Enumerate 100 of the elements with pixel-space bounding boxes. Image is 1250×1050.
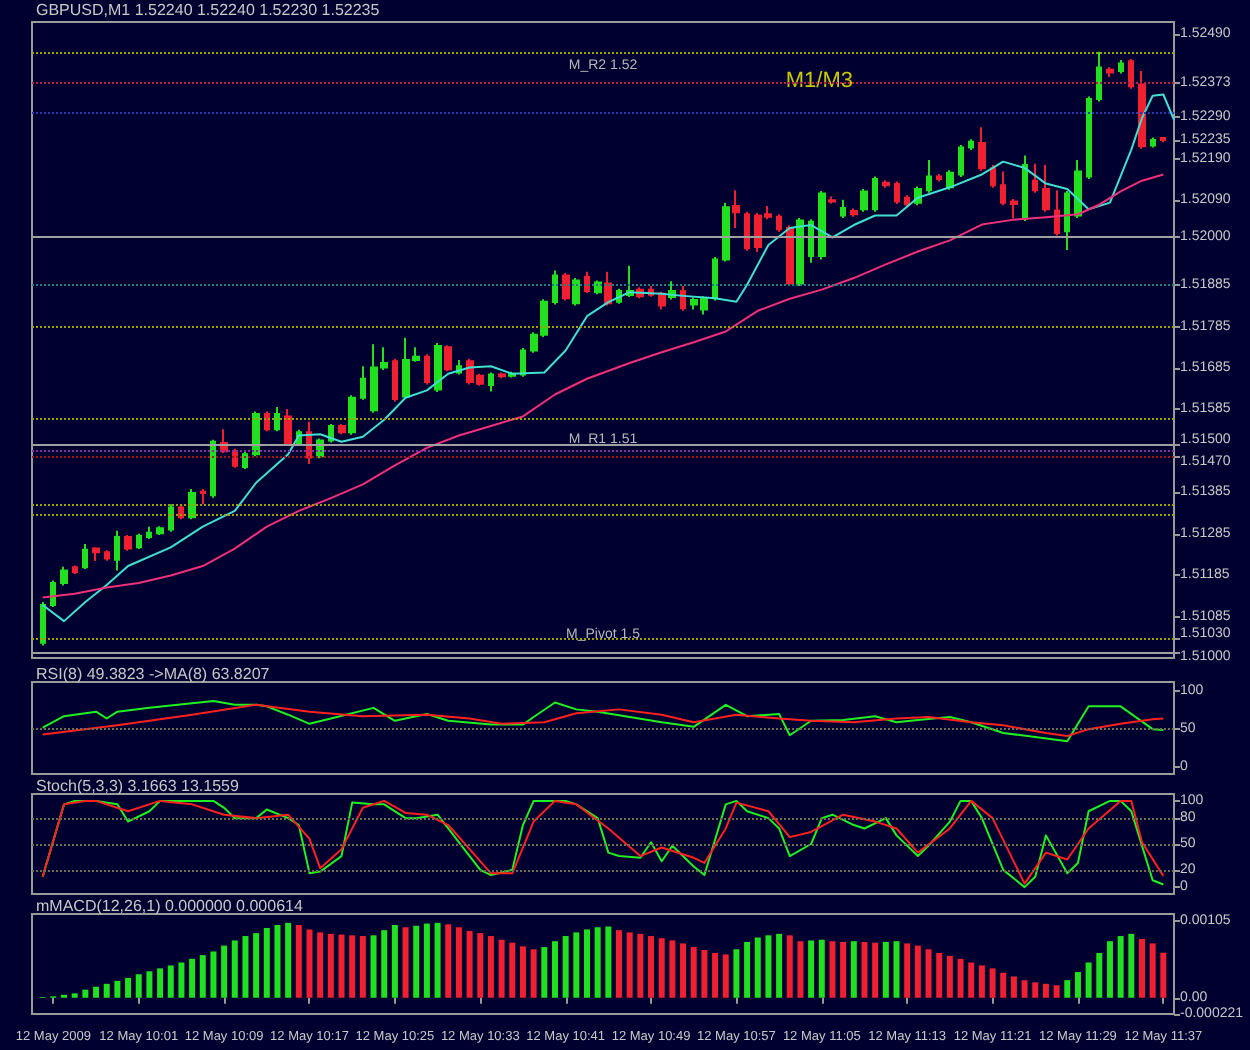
bar (573, 932, 580, 998)
candlestick (1054, 189, 1060, 237)
chart-title: GBPUSD,M1 1.52240 1.52240 1.52230 1.52235 (36, 1, 381, 19)
candlestick (488, 371, 494, 393)
bar (413, 925, 420, 998)
bar (1106, 941, 1113, 998)
candlestick (146, 525, 152, 541)
bar (1064, 980, 1071, 998)
bar (776, 933, 783, 998)
bar (1085, 962, 1092, 998)
candlestick (828, 195, 836, 205)
bar (242, 936, 249, 998)
chart-title: Stoch(5,3,3) 3.1663 13.1559 (36, 777, 240, 795)
candlestick (722, 201, 730, 263)
bar (840, 941, 847, 998)
candlestick (1032, 162, 1038, 194)
bar (754, 937, 761, 998)
bar (744, 941, 751, 998)
candlestick (1160, 137, 1166, 144)
bar (594, 927, 601, 998)
bar (797, 941, 804, 998)
candlestick (264, 410, 270, 433)
candlestick (1064, 190, 1070, 251)
bar (455, 927, 462, 998)
candlestick (40, 601, 46, 647)
bar (434, 922, 441, 998)
bar (712, 952, 719, 998)
candlestick (978, 126, 986, 172)
candlestick (1118, 59, 1124, 75)
chart-title: RSI(8) 49.3823 ->MA(8) 63.8207 (36, 665, 271, 683)
bar (818, 939, 825, 998)
bar (893, 941, 900, 998)
bar (487, 936, 494, 998)
candlestick (1086, 95, 1092, 181)
bar (157, 968, 164, 998)
bar (530, 949, 537, 998)
candlestick (210, 438, 216, 499)
bar (125, 977, 132, 998)
bar (1117, 936, 1124, 998)
bar (637, 933, 644, 998)
bar (498, 939, 505, 998)
bar (189, 958, 196, 998)
bar (765, 935, 772, 998)
bar (1149, 943, 1156, 998)
candlestick (1042, 163, 1050, 213)
bar (178, 962, 185, 998)
bar (103, 983, 110, 998)
candlestick (274, 405, 280, 433)
candlestick (958, 144, 964, 178)
candlestick (156, 525, 164, 536)
candlestick (92, 546, 100, 563)
bar (135, 974, 142, 998)
bar (914, 945, 921, 998)
bar (808, 940, 815, 998)
candlestick (434, 342, 442, 393)
bar (882, 941, 889, 998)
bar (957, 958, 964, 998)
candlestick (424, 353, 430, 386)
line-series (41, 173, 1165, 599)
bar (978, 965, 985, 998)
candlestick (946, 169, 954, 189)
bar (253, 933, 260, 998)
candlestick (520, 347, 526, 378)
bar (1160, 952, 1167, 998)
candlestick (168, 503, 174, 533)
candlestick (444, 344, 452, 373)
bar (477, 933, 484, 998)
candlestick (104, 549, 110, 562)
bar (82, 989, 89, 998)
bar (381, 930, 388, 998)
bar (1096, 952, 1103, 998)
bar (925, 949, 932, 998)
bar (274, 925, 281, 998)
candlestick (1096, 50, 1102, 103)
bar (658, 938, 665, 998)
candlestick (136, 532, 142, 551)
bar (680, 943, 687, 998)
candlestick (232, 447, 238, 469)
candlestick (284, 407, 292, 447)
candlestick (680, 284, 686, 312)
bar (989, 968, 996, 998)
bar (231, 940, 238, 998)
bar (1138, 938, 1145, 998)
bar (114, 980, 121, 998)
bar (626, 932, 633, 998)
bar (605, 926, 612, 998)
candlestick (732, 189, 740, 229)
bar (1010, 976, 1017, 998)
bar (904, 943, 911, 998)
bar (551, 941, 558, 998)
candlestick (786, 224, 794, 287)
candlestick (114, 529, 120, 572)
candlestick (348, 394, 356, 436)
bar (946, 955, 953, 998)
bar (146, 971, 153, 998)
candlestick (1000, 170, 1006, 207)
bar (701, 950, 708, 998)
candlestick (72, 564, 78, 575)
bar (370, 935, 377, 998)
bar (669, 940, 676, 998)
